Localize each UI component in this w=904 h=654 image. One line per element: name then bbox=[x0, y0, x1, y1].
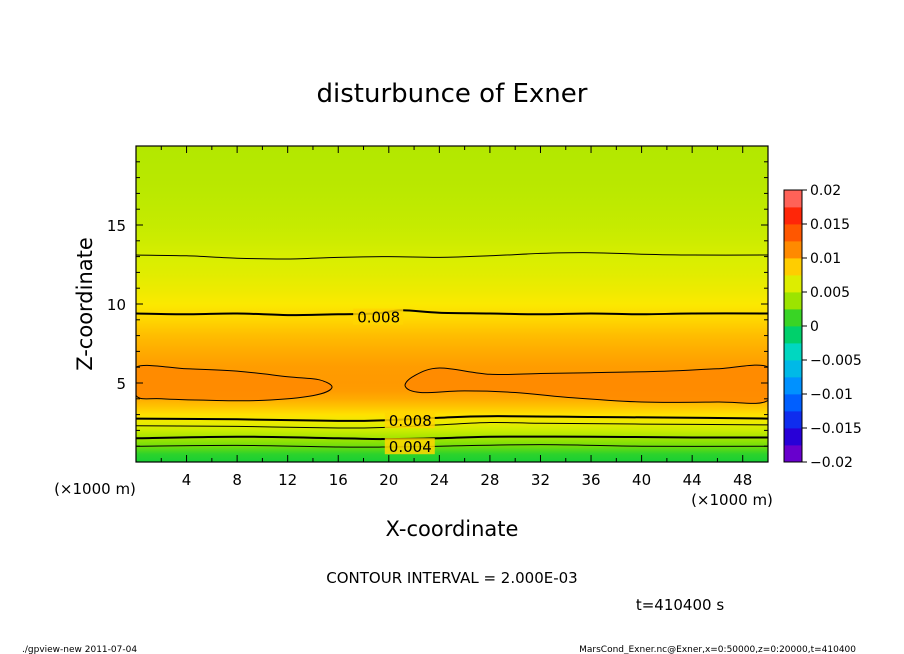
colorbar-band bbox=[784, 309, 802, 327]
colorbar-tick-label: −0.015 bbox=[810, 421, 862, 437]
colorbar-band bbox=[784, 258, 802, 276]
y-tick-label: 10 bbox=[107, 296, 126, 314]
colorbar-band bbox=[784, 326, 802, 344]
contour-line-closed bbox=[404, 364, 768, 404]
contour-line bbox=[136, 309, 768, 317]
colorbar-tick-label: −0.02 bbox=[810, 455, 853, 471]
colorbar-band bbox=[784, 411, 802, 429]
contour-label: 0.008 bbox=[389, 412, 432, 430]
colorbar-band bbox=[784, 275, 802, 293]
field-background bbox=[136, 146, 768, 462]
field-maximum-region bbox=[136, 365, 332, 401]
contour-label-bg bbox=[384, 412, 435, 429]
colorbar-tick-label: −0.01 bbox=[810, 387, 853, 403]
x-tick-label: 36 bbox=[581, 471, 600, 489]
x-axis: 4 8 12 16 20 24 28 32 36 40 44 48 bbox=[160, 146, 752, 489]
colorbar-band bbox=[784, 445, 802, 463]
colorbar-band bbox=[784, 343, 802, 361]
x-tick-label: 40 bbox=[632, 471, 651, 489]
colorbar-band bbox=[784, 241, 802, 259]
chart-title: disturbunce of Exner bbox=[317, 79, 588, 109]
contour-interval-note: CONTOUR INTERVAL = 2.000E-03 bbox=[326, 569, 577, 587]
x-tick-label: 12 bbox=[278, 471, 297, 489]
contour-line bbox=[136, 435, 768, 441]
x-tick-label: 24 bbox=[430, 471, 449, 489]
x-tick-label: 16 bbox=[329, 471, 348, 489]
colorbar-band bbox=[784, 292, 802, 310]
x-tick-label: 20 bbox=[379, 471, 398, 489]
x-tick-label: 48 bbox=[733, 471, 752, 489]
x-tick-label: 28 bbox=[480, 471, 499, 489]
colorbar-tick-label: 0 bbox=[810, 319, 819, 335]
colorbar-tick-label: −0.005 bbox=[810, 353, 862, 369]
x-tick-label: 32 bbox=[531, 471, 550, 489]
x-axis-label: X-coordinate bbox=[386, 517, 519, 541]
contour-line bbox=[136, 421, 768, 429]
time-label: t=410400 s bbox=[636, 596, 724, 614]
y-tick-label: 5 bbox=[116, 375, 126, 393]
y-tick-label: 15 bbox=[107, 217, 126, 235]
y-axis-label: Z-coordinate bbox=[73, 237, 97, 371]
contour-lines bbox=[136, 252, 768, 448]
footer-left-note: ./gpview-new 2011-07-04 bbox=[22, 645, 137, 654]
contour-label-bg bbox=[384, 438, 435, 455]
x-unit-left: (×1000 m) bbox=[54, 480, 136, 498]
contour-label: 0.004 bbox=[389, 438, 432, 456]
colorbar-band bbox=[784, 360, 802, 378]
contour-label-bg bbox=[353, 308, 404, 325]
x-unit-right: (×1000 m) bbox=[691, 491, 773, 509]
colorbar-band bbox=[784, 394, 802, 412]
x-tick-label: 8 bbox=[232, 471, 242, 489]
colorbar-tick-label: 0.005 bbox=[810, 285, 850, 301]
colorbar-band bbox=[784, 428, 802, 446]
colorbar-tick-label: 0.02 bbox=[810, 183, 841, 199]
colorbar-band bbox=[784, 190, 802, 208]
contour-line bbox=[136, 415, 768, 422]
colorbar-band bbox=[784, 224, 802, 242]
x-tick-label: 4 bbox=[182, 471, 192, 489]
contour-line-closed bbox=[136, 364, 333, 402]
colorbar: 0.02 0.015 0.01 0.005 0 −0.005 −0.01 −0.015 −0.0… bbox=[783, 183, 862, 471]
contour-line bbox=[136, 252, 768, 260]
contour-labels: 0.004 0.008 0.008 bbox=[353, 308, 435, 456]
x-tick-label: 44 bbox=[683, 471, 702, 489]
colorbar-tick-label: 0.01 bbox=[810, 251, 841, 267]
contour-label: 0.008 bbox=[357, 309, 400, 327]
field-fill bbox=[136, 146, 768, 462]
colorbar-tick-label: 0.015 bbox=[810, 217, 850, 233]
footer-right-note: MarsCond_Exner.nc@Exner,x=0:50000,z=0:20… bbox=[579, 645, 856, 654]
colorbar-band bbox=[784, 377, 802, 395]
colorbar-band bbox=[784, 207, 802, 225]
y-axis: 5 10 15 bbox=[107, 161, 768, 447]
